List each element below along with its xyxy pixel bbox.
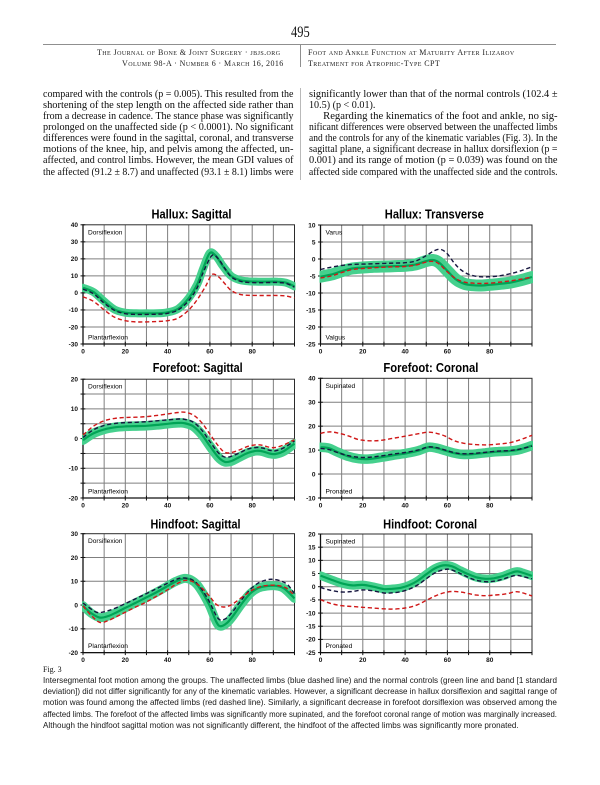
svg-text:Plantarflexion: Plantarflexion [88, 643, 128, 650]
svg-text:Pronated: Pronated [326, 643, 353, 650]
svg-text:30: 30 [71, 531, 79, 538]
svg-text:40: 40 [164, 348, 172, 355]
svg-text:80: 80 [486, 348, 494, 355]
svg-text:60: 60 [206, 502, 214, 509]
svg-text:20: 20 [71, 377, 79, 384]
svg-text:-10: -10 [306, 610, 316, 617]
svg-text:-10: -10 [69, 307, 79, 314]
svg-text:40: 40 [164, 502, 172, 509]
svg-text:20: 20 [359, 657, 367, 664]
svg-text:-10: -10 [69, 466, 79, 473]
svg-text:-20: -20 [69, 324, 79, 331]
svg-text:Dorsiflexion: Dorsiflexion [88, 538, 123, 545]
svg-text:20: 20 [308, 531, 316, 538]
svg-text:40: 40 [164, 657, 172, 664]
svg-text:-25: -25 [306, 650, 316, 657]
svg-text:-10: -10 [69, 626, 79, 633]
svg-text:-30: -30 [69, 341, 79, 348]
svg-text:10: 10 [71, 579, 79, 586]
svg-text:10: 10 [308, 222, 316, 229]
svg-text:-5: -5 [310, 273, 316, 280]
svg-text:Forefoot: Sagittal: Forefoot: Sagittal [153, 360, 243, 375]
svg-text:-5: -5 [310, 597, 316, 604]
svg-text:Supinated: Supinated [326, 383, 356, 390]
svg-text:Varus: Varus [326, 230, 343, 237]
svg-text:20: 20 [71, 555, 79, 562]
svg-text:0: 0 [319, 348, 323, 355]
svg-text:-20: -20 [69, 495, 79, 502]
svg-text:20: 20 [308, 423, 316, 430]
svg-text:0: 0 [319, 502, 323, 509]
svg-text:Dorsiflexion: Dorsiflexion [88, 229, 123, 236]
svg-text:60: 60 [444, 348, 452, 355]
svg-text:20: 20 [359, 348, 367, 355]
svg-text:60: 60 [206, 657, 214, 664]
svg-text:60: 60 [444, 502, 452, 509]
svg-text:60: 60 [444, 657, 452, 664]
svg-text:Hindfoot: Coronal: Hindfoot: Coronal [383, 517, 477, 532]
svg-text:0: 0 [74, 436, 78, 443]
svg-text:40: 40 [71, 222, 79, 229]
svg-text:Plantarflexion: Plantarflexion [88, 489, 128, 496]
svg-text:0: 0 [312, 471, 316, 478]
svg-text:80: 80 [249, 657, 257, 664]
svg-text:10: 10 [308, 558, 316, 565]
svg-text:60: 60 [206, 348, 214, 355]
svg-text:Pronated: Pronated [326, 489, 353, 496]
svg-text:10: 10 [71, 273, 79, 280]
svg-text:Hallux: Sagittal: Hallux: Sagittal [152, 206, 232, 221]
svg-text:10: 10 [308, 447, 316, 454]
svg-text:0: 0 [74, 290, 78, 297]
svg-text:40: 40 [401, 348, 409, 355]
svg-text:0: 0 [312, 584, 316, 591]
svg-text:80: 80 [486, 502, 494, 509]
svg-text:Forefoot: Coronal: Forefoot: Coronal [383, 360, 478, 375]
svg-text:0: 0 [312, 256, 316, 263]
svg-text:30: 30 [308, 400, 316, 407]
svg-text:-25: -25 [306, 341, 316, 348]
svg-text:15: 15 [308, 544, 316, 551]
svg-text:Dorsiflexion: Dorsiflexion [88, 384, 123, 391]
svg-text:Valgus: Valgus [326, 335, 346, 342]
svg-text:Plantarflexion: Plantarflexion [88, 335, 128, 342]
svg-text:-10: -10 [306, 495, 316, 502]
svg-text:40: 40 [401, 657, 409, 664]
svg-text:20: 20 [122, 657, 130, 664]
svg-text:0: 0 [81, 502, 85, 509]
svg-text:0: 0 [81, 348, 85, 355]
svg-text:20: 20 [122, 348, 130, 355]
svg-text:5: 5 [312, 239, 316, 246]
svg-text:40: 40 [401, 502, 409, 509]
svg-text:30: 30 [71, 239, 79, 246]
svg-text:Hallux: Transverse: Hallux: Transverse [385, 206, 484, 221]
svg-text:40: 40 [308, 376, 316, 383]
svg-text:-20: -20 [306, 637, 316, 644]
svg-text:0: 0 [319, 657, 323, 664]
svg-text:0: 0 [74, 602, 78, 609]
svg-text:-15: -15 [306, 307, 316, 314]
svg-text:-20: -20 [306, 324, 316, 331]
svg-text:0: 0 [81, 657, 85, 664]
svg-text:20: 20 [71, 256, 79, 263]
svg-text:5: 5 [312, 571, 316, 578]
svg-text:-20: -20 [69, 650, 79, 657]
svg-text:20: 20 [359, 502, 367, 509]
svg-text:10: 10 [71, 406, 79, 413]
svg-text:80: 80 [249, 348, 257, 355]
svg-text:-10: -10 [306, 290, 316, 297]
svg-text:-15: -15 [306, 624, 316, 631]
svg-text:80: 80 [486, 657, 494, 664]
svg-text:20: 20 [122, 502, 130, 509]
svg-text:80: 80 [249, 502, 257, 509]
svg-text:Supinated: Supinated [326, 539, 356, 546]
svg-text:Hindfoot: Sagittal: Hindfoot: Sagittal [151, 517, 241, 532]
